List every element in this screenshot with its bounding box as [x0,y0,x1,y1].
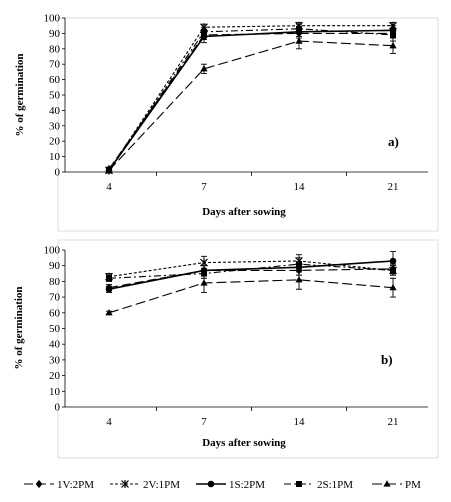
y-axis-label: % of germination [13,286,25,369]
y-tick-label: 10 [49,151,61,163]
data-point-marker [296,261,302,268]
series-line [108,32,393,170]
data-point-marker [201,28,207,35]
series-line [108,263,394,279]
data-point-marker [389,41,397,49]
data-point-marker [296,25,302,32]
y-tick-label: 40 [49,105,61,117]
data-point-marker [105,166,113,174]
series-line [108,279,394,314]
series-1s-2pm [105,251,397,293]
data-point-marker [105,285,113,293]
series-pm [105,32,397,174]
x-axis-label: Days after sowing [202,206,286,218]
series-line [108,260,394,291]
data-point-marker [200,258,208,267]
data-point-marker [390,267,396,274]
data-point-marker [200,65,208,72]
y-tick-label: 80 [49,276,61,288]
chart-panel-b: 0 10 20 30 40 50 60 70 80 90 100 4 7 14 21 b) Days aft… [13,239,439,459]
data-point-marker [295,37,303,44]
y-tick-label: 20 [49,370,61,382]
x-tick-label: 14 [294,416,306,428]
plot-frame [57,239,439,459]
y-tick-label: 30 [49,354,61,366]
y-axis-label: % of germination [14,53,26,136]
y-tick-label: 30 [49,120,61,132]
series-line [108,25,393,171]
data-point-marker [105,309,113,316]
legend-label: PM [405,479,421,491]
legend-label: 2S:1PM [317,479,353,491]
y-tick-label: 20 [49,136,61,148]
legend-label: 1S:2PM [229,479,265,491]
data-point-marker [390,31,396,38]
data-point-marker [106,275,112,282]
legend-label: 2V:1PM [143,479,180,491]
y-tick-label: 70 [49,292,61,304]
series-2s-1pm [106,23,396,174]
series-line [108,28,394,171]
x-axis-label: Days after sowing [202,437,286,449]
x-tick-label: 4 [106,416,112,428]
y-tick-label: 70 [49,59,61,71]
legend-entry: PM [372,479,421,491]
y-tick-label: 100 [44,245,61,257]
x-tick-label: 7 [201,181,207,193]
data-point-marker [389,257,397,265]
series-line [108,40,394,171]
series-pm [105,269,397,316]
legend-entry: 2V:1PM [110,479,180,491]
data-point-marker [383,480,391,487]
y-tick-label: 10 [49,386,61,398]
legend-label: 1V:2PM [57,479,94,491]
series-1s-2pm [105,25,397,174]
x-tick-label: 21 [388,181,399,193]
y-tick-label: 50 [49,323,61,335]
y-tick-label: 50 [49,90,61,102]
x-tick-label: 14 [294,181,306,193]
panel-label: a) [388,134,399,149]
series-1v-2pm [105,28,397,174]
data-point-marker [207,480,215,488]
series-layer [105,21,397,175]
legend-entry: 1S:2PM [196,479,265,491]
x-tick-label: 21 [388,416,399,428]
data-point-marker [296,481,302,487]
x-tick-label: 4 [106,181,112,193]
x-tick-label: 7 [201,416,207,428]
data-point-marker [200,279,208,286]
y-tick-label: 100 [44,13,61,25]
y-tick-label: 60 [49,74,61,86]
y-tick-label: 80 [49,43,61,55]
y-tick-label: 40 [49,339,61,351]
data-point-marker [295,276,303,283]
axes: 0 10 20 30 40 50 60 70 80 90 100 4 7 14 21 [44,13,428,193]
y-tick-label: 60 [49,307,61,319]
plot-frame [57,17,439,232]
series-line [108,268,394,289]
series-2v-1pm [105,21,397,175]
series-line [108,29,394,171]
series-layer [105,251,397,316]
y-tick-label: 90 [49,28,61,40]
data-point-marker [35,479,43,489]
y-tick-label: 0 [55,402,61,414]
panel-label: b) [381,352,393,367]
data-point-marker [121,480,129,488]
axes: 0 10 20 30 40 50 60 70 80 90 100 4 7 14 21 [44,245,428,428]
legend-entry: 2S:1PM [284,479,353,491]
y-tick-label: 90 [49,260,61,272]
legend: 1V:2PM 2V:1PM 1S:2PM 2S:1PM PM [24,479,421,491]
data-point-marker [389,283,397,291]
y-tick-label: 0 [55,167,61,179]
legend-entry: 1V:2PM [24,479,94,491]
chart-panel-a: 0 10 20 30 40 50 60 70 80 90 100 4 7 14 21 a) Days aft… [14,13,439,232]
